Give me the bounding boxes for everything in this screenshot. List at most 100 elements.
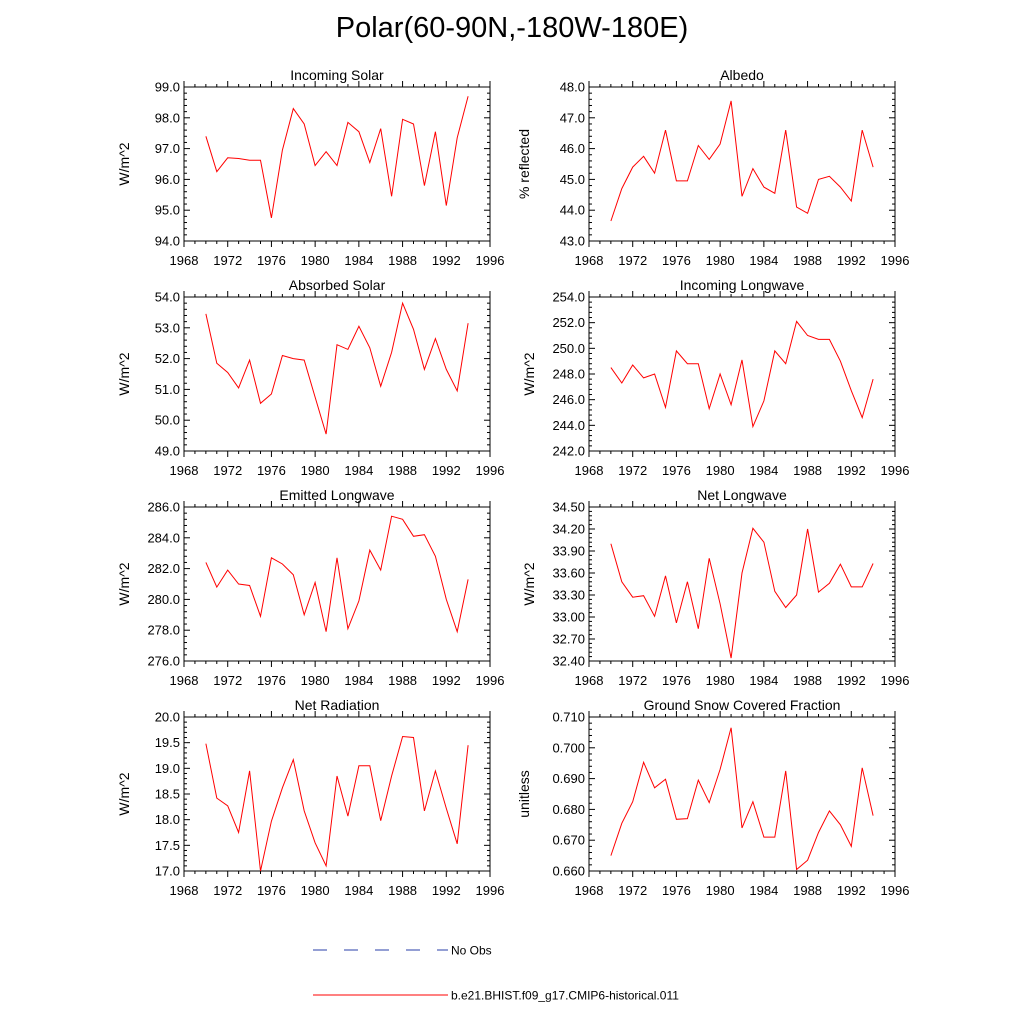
y-tick-label: 33.00 [552, 610, 585, 625]
chart-panel-4: Incoming Longwave W/m^2 242.0 244.0 246.0 248… [521, 277, 909, 478]
legend-model-label: b.e21.BHIST.f09_g17.CMIP6-historical.011 [451, 989, 679, 1003]
y-tick-label: 0.670 [552, 833, 585, 848]
y-tick-label: 94.0 [155, 234, 180, 249]
chart-title: Net Longwave [697, 487, 787, 503]
x-tick-label: 1976 [257, 253, 286, 268]
x-tick-label: 1996 [881, 463, 910, 478]
page-title: Polar(60-90N,-180W-180E) [335, 12, 689, 44]
series-line [610, 100, 874, 222]
x-tick-label: 1992 [432, 673, 461, 688]
plot-frame [588, 506, 896, 662]
y-tick-label: 99.0 [155, 80, 180, 95]
x-tick-label: 1992 [432, 253, 461, 268]
y-tick-label: 0.680 [552, 802, 585, 817]
y-tick-label: 284.0 [147, 530, 180, 545]
plot-frame [183, 506, 491, 662]
x-tick-label: 1984 [344, 463, 373, 478]
series-line [205, 515, 469, 634]
x-tick-label: 1968 [575, 463, 604, 478]
y-axis-label: % reflected [516, 129, 532, 199]
x-tick-label: 1988 [793, 673, 822, 688]
y-tick-label: 54.0 [155, 290, 180, 305]
y-tick-label: 282.0 [147, 561, 180, 576]
x-tick-label: 1988 [388, 673, 417, 688]
chart-panel-5: Emitted Longwave W/m^2 276.0 278.0 280.0 282.… [116, 487, 504, 688]
x-tick-label: 1988 [388, 253, 417, 268]
plot-frame [588, 296, 896, 452]
x-tick-label: 1976 [257, 883, 286, 898]
x-tick-label: 1996 [881, 253, 910, 268]
y-tick-label: 52.0 [155, 351, 180, 366]
chart-panel-7: Net Radiation W/m^2 17.0 17.5 18.0 18.5 19.0 19… [116, 697, 504, 898]
y-tick-label: 34.20 [552, 522, 585, 537]
series-line [205, 96, 469, 218]
y-tick-label: 244.0 [552, 418, 585, 433]
y-tick-label: 32.40 [552, 654, 585, 669]
y-tick-label: 286.0 [147, 500, 180, 515]
series-line [610, 727, 874, 871]
y-tick-label: 18.5 [155, 787, 180, 802]
plot-frame [588, 86, 896, 242]
y-axis-label: unitless [516, 770, 532, 817]
chart-title: Absorbed Solar [289, 277, 386, 293]
y-tick-label: 46.0 [560, 141, 585, 156]
y-tick-label: 19.0 [155, 761, 180, 776]
y-tick-label: 45.0 [560, 172, 585, 187]
x-tick-label: 1972 [213, 883, 242, 898]
x-tick-label: 1984 [344, 253, 373, 268]
y-tick-label: 96.0 [155, 172, 180, 187]
x-tick-label: 1972 [213, 673, 242, 688]
y-tick-label: 20.0 [155, 710, 180, 725]
y-tick-label: 0.700 [552, 740, 585, 755]
y-tick-label: 278.0 [147, 623, 180, 638]
x-tick-label: 1976 [662, 463, 691, 478]
y-tick-label: 33.90 [552, 544, 585, 559]
y-tick-label: 48.0 [560, 80, 585, 95]
y-tick-label: 0.710 [552, 710, 585, 725]
x-tick-label: 1996 [476, 253, 505, 268]
x-tick-label: 1984 [749, 463, 778, 478]
y-tick-label: 280.0 [147, 592, 180, 607]
x-tick-label: 1984 [749, 253, 778, 268]
x-tick-label: 1988 [793, 253, 822, 268]
y-tick-label: 19.5 [155, 735, 180, 750]
x-tick-label: 1996 [476, 673, 505, 688]
plot-frame [183, 716, 491, 872]
y-tick-label: 0.690 [552, 771, 585, 786]
x-tick-label: 1984 [344, 673, 373, 688]
x-tick-label: 1984 [749, 883, 778, 898]
x-tick-label: 1968 [170, 673, 199, 688]
chart-title: Net Radiation [295, 697, 380, 713]
x-tick-label: 1992 [837, 253, 866, 268]
y-axis-label: W/m^2 [116, 142, 132, 185]
x-tick-label: 1984 [749, 673, 778, 688]
x-tick-label: 1968 [170, 463, 199, 478]
x-tick-label: 1976 [257, 463, 286, 478]
y-tick-label: 32.70 [552, 632, 585, 647]
x-tick-label: 1980 [706, 463, 735, 478]
y-tick-label: 18.0 [155, 812, 180, 827]
series-line [610, 527, 874, 659]
x-tick-label: 1980 [301, 673, 330, 688]
x-tick-label: 1976 [662, 673, 691, 688]
y-tick-label: 53.0 [155, 320, 180, 335]
chart-title: Albedo [720, 67, 764, 83]
x-tick-label: 1968 [170, 253, 199, 268]
x-tick-label: 1972 [618, 883, 647, 898]
chart-panel-1: Incoming Solar W/m^2 94.0 95.0 96.0 97.0 98.0 9… [116, 67, 504, 268]
series-line [205, 735, 469, 872]
x-tick-label: 1976 [662, 883, 691, 898]
x-tick-label: 1988 [388, 463, 417, 478]
x-tick-label: 1972 [618, 253, 647, 268]
y-tick-label: 254.0 [552, 290, 585, 305]
y-tick-label: 276.0 [147, 654, 180, 669]
chart-title: Incoming Longwave [680, 277, 805, 293]
x-tick-label: 1980 [706, 673, 735, 688]
x-tick-label: 1996 [881, 673, 910, 688]
y-tick-label: 43.0 [560, 234, 585, 249]
x-tick-label: 1972 [213, 253, 242, 268]
chart-panel-8: Ground Snow Covered Fraction unitless 0.66… [516, 697, 909, 898]
x-tick-label: 1972 [618, 463, 647, 478]
chart-panel-6: Net Longwave W/m^2 32.40 32.70 33.00 33.30 33.… [521, 487, 909, 688]
